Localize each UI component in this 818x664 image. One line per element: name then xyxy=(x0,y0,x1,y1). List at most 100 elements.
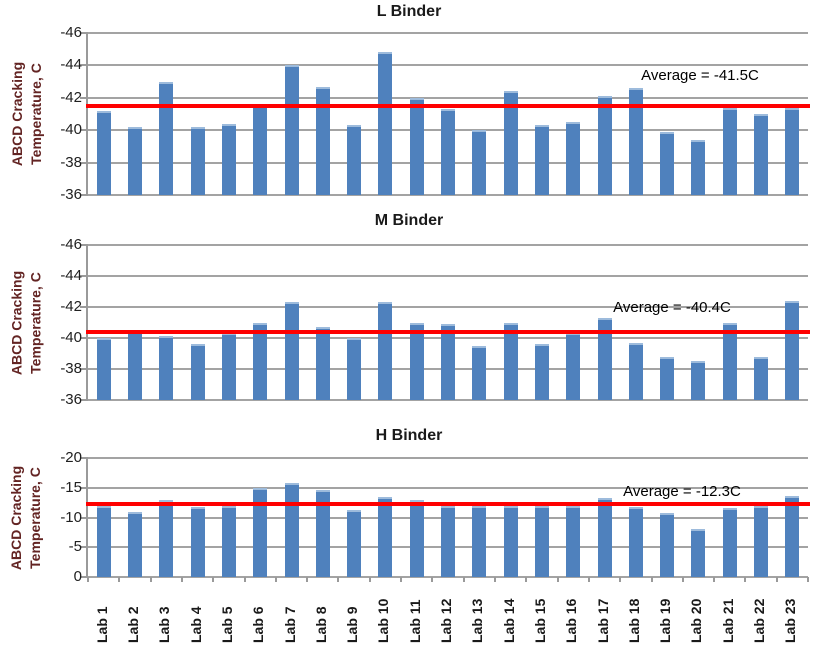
y-tick-label: -44 xyxy=(60,267,82,284)
bar-lab-14 xyxy=(503,322,518,400)
bar-lab-10 xyxy=(378,52,393,195)
y-tick-label: -44 xyxy=(60,56,82,74)
bar-lab-12 xyxy=(441,324,455,400)
x-tick-mark xyxy=(180,577,183,582)
bar-lab-22 xyxy=(754,114,768,195)
x-axis-label: Lab 8 xyxy=(312,606,329,643)
average-annotation: Average = -12.3C xyxy=(623,483,741,500)
bar-lab-20 xyxy=(691,529,706,577)
x-tick-mark xyxy=(681,577,684,582)
bar-lab-1 xyxy=(96,338,111,400)
x-tick-mark xyxy=(525,577,528,582)
bar-lab-15 xyxy=(534,344,549,400)
x-tick-mark xyxy=(149,577,152,582)
y-tick-label: -42 xyxy=(60,88,82,106)
y-tick-mark xyxy=(80,546,88,549)
bar-lab-7 xyxy=(284,65,299,195)
bar-lab-23 xyxy=(785,495,800,577)
bar-lab-12 xyxy=(441,505,455,577)
x-tick-mark xyxy=(650,577,653,582)
y-tick-label: -40 xyxy=(60,329,82,346)
bar-lab-8 xyxy=(315,86,330,195)
x-axis-label: Lab 14 xyxy=(500,598,517,643)
x-tick-mark xyxy=(807,577,809,582)
y-tick-mark xyxy=(80,129,88,132)
x-tick-mark xyxy=(775,577,778,582)
y-tick-mark xyxy=(80,96,88,99)
bar-lab-10 xyxy=(378,497,393,577)
x-axis-label: Lab 19 xyxy=(657,598,674,643)
y-axis-line xyxy=(86,33,88,195)
gridline xyxy=(88,576,808,578)
bar-lab-14 xyxy=(503,506,518,577)
x-axis-label: Lab 1 xyxy=(93,606,110,643)
x-axis-label: Lab 20 xyxy=(688,598,705,643)
y-tick-label: -38 xyxy=(60,360,82,377)
y-tick-mark xyxy=(80,516,88,519)
bar-lab-3 xyxy=(159,499,174,577)
x-tick-mark xyxy=(462,577,465,582)
average-line xyxy=(86,501,810,506)
x-axis-label: Lab 7 xyxy=(281,606,298,643)
average-annotation: Average = -41.5C xyxy=(641,67,759,84)
x-axis-label: Lab 17 xyxy=(594,598,611,643)
bar-lab-23 xyxy=(785,107,800,195)
bar-lab-6 xyxy=(253,104,268,195)
y-tick-label: 0 xyxy=(73,568,82,585)
y-tick-label: -38 xyxy=(60,153,82,171)
bar-lab-4 xyxy=(190,127,205,195)
x-tick-mark xyxy=(306,577,309,582)
x-tick-mark xyxy=(494,577,496,582)
gridline xyxy=(88,486,808,489)
gridline xyxy=(88,399,808,401)
bar-lab-17 xyxy=(597,317,612,400)
gridline xyxy=(88,32,808,34)
x-tick-mark xyxy=(274,577,277,582)
bar-lab-21 xyxy=(722,508,737,577)
plot-area: -46 -44 -42 -40 -38 -36 xyxy=(60,24,810,203)
average-annotation: Average = -40.4C xyxy=(613,299,731,316)
y-tick-mark xyxy=(80,244,88,246)
bar-lab-23 xyxy=(785,300,800,400)
y-tick-mark xyxy=(80,64,88,67)
y-tick-label: -46 xyxy=(60,24,82,41)
x-tick-mark xyxy=(619,577,622,582)
y-tick-mark xyxy=(80,576,88,578)
x-tick-mark xyxy=(368,577,371,582)
bar-lab-17 xyxy=(597,497,612,577)
bar-lab-11 xyxy=(409,499,424,577)
y-tick-label: -5 xyxy=(68,538,82,556)
x-axis-label: Lab 15 xyxy=(531,598,548,643)
bar-lab-4 xyxy=(190,506,205,577)
bar-lab-19 xyxy=(660,131,675,195)
bar-lab-16 xyxy=(566,122,581,195)
bar-lab-18 xyxy=(628,342,643,400)
bar-lab-16 xyxy=(566,333,581,400)
bar-lab-15 xyxy=(534,505,549,577)
y-axis-line xyxy=(86,245,88,400)
y-tick-label: -36 xyxy=(60,391,82,408)
x-tick-mark xyxy=(212,577,215,582)
y-tick-mark xyxy=(80,275,88,277)
y-tick-label: -40 xyxy=(60,121,82,139)
y-tick-label: -42 xyxy=(60,298,82,315)
x-axis-label: Lab 5 xyxy=(218,606,235,643)
x-tick-mark xyxy=(431,577,434,582)
x-tick-mark xyxy=(337,577,340,582)
x-axis-label: Lab 3 xyxy=(156,606,173,643)
bar-lab-20 xyxy=(691,139,706,195)
x-axis-label: Lab 18 xyxy=(625,598,642,643)
x-axis-label: Lab 22 xyxy=(751,598,767,643)
y-tick-mark xyxy=(80,368,88,370)
x-axis-label: Lab 23 xyxy=(782,598,799,643)
y-tick-label: -20 xyxy=(60,449,82,466)
bar-lab-19 xyxy=(660,513,675,577)
plot-area: -20 -15 -10 -5 0 xyxy=(60,449,810,585)
bar-lab-10 xyxy=(378,302,393,400)
x-axis-label: Lab 21 xyxy=(719,598,736,643)
gridline xyxy=(88,64,808,67)
bar-lab-4 xyxy=(190,344,205,400)
chart-title: M Binder xyxy=(374,212,444,229)
